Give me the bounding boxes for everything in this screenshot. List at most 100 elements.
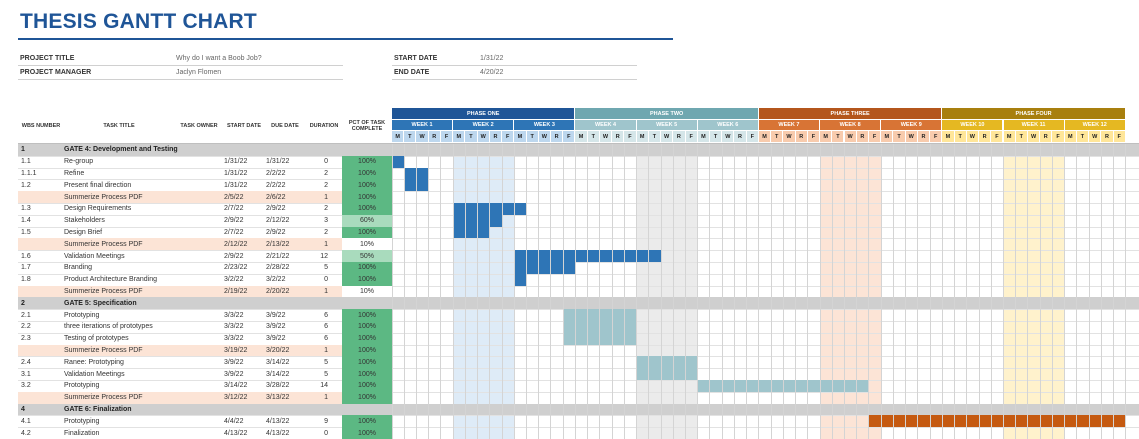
week-header[interactable]: WEEK 11 <box>1003 120 1064 130</box>
week-header[interactable]: WEEK 8 <box>820 120 881 130</box>
due-date-cell[interactable]: 2/2/22 <box>266 169 286 177</box>
due-date-cell[interactable]: 2/12/22 <box>266 217 290 225</box>
pct-complete-cell[interactable]: 100% <box>342 356 392 369</box>
phase-header[interactable]: PHASE ONE <box>392 108 575 119</box>
end-date-value[interactable]: 4/20/22 <box>480 69 504 76</box>
pct-complete-cell[interactable]: 100% <box>342 380 392 392</box>
pct-complete-cell[interactable]: 10% <box>342 238 392 251</box>
phase-header[interactable]: PHASE FOUR <box>942 108 1125 119</box>
pct-complete-cell[interactable]: 100% <box>342 273 392 286</box>
task-title-cell[interactable]: three iterations of prototypes <box>64 323 153 331</box>
start-date-cell[interactable]: 3/3/22 <box>224 323 244 331</box>
due-date-cell[interactable]: 3/20/22 <box>266 346 290 354</box>
due-date-cell[interactable]: 3/14/22 <box>266 370 290 378</box>
task-title-cell[interactable]: Prototyping <box>64 417 100 425</box>
week-header[interactable]: WEEK 12 <box>1064 120 1125 130</box>
task-title-cell[interactable]: Summerize Process PDF <box>64 346 143 354</box>
task-title-cell[interactable]: Validation Meetings <box>64 252 125 260</box>
week-header[interactable]: WEEK 3 <box>514 120 575 130</box>
task-title-cell[interactable]: Refine <box>64 169 85 177</box>
pct-complete-cell[interactable]: 100% <box>342 321 392 333</box>
due-date-cell[interactable]: 3/13/22 <box>266 394 290 402</box>
due-date-cell[interactable]: 2/9/22 <box>266 205 286 213</box>
pct-complete-cell[interactable]: 100% <box>342 203 392 215</box>
start-date-cell[interactable]: 2/5/22 <box>224 193 244 201</box>
week-header[interactable]: WEEK 9 <box>881 120 942 130</box>
due-date-cell[interactable]: 3/9/22 <box>266 311 286 319</box>
start-date-cell[interactable]: 3/2/22 <box>224 276 244 284</box>
due-date-cell[interactable]: 2/2/22 <box>266 181 286 189</box>
task-title-cell[interactable]: GATE 4: Development and Testing <box>64 146 178 154</box>
task-title-cell[interactable]: Design Brief <box>64 228 103 236</box>
task-title-cell[interactable]: Stakeholders <box>64 217 105 225</box>
pct-complete-cell[interactable]: 100% <box>342 191 392 203</box>
start-date-cell[interactable]: 3/9/22 <box>224 370 244 378</box>
start-date-cell[interactable]: 2/9/22 <box>224 252 244 260</box>
pct-complete-cell[interactable]: 10% <box>342 285 392 298</box>
pct-complete-cell[interactable]: 100% <box>342 344 392 357</box>
week-header[interactable]: WEEK 1 <box>392 120 453 130</box>
task-title-cell[interactable]: Summerize Process PDF <box>64 193 143 201</box>
project-title-value[interactable]: Why do I want a Boob Job? <box>176 55 262 62</box>
project-manager-value[interactable]: Jaclyn Flomen <box>176 69 222 76</box>
task-title-cell[interactable]: GATE 6: Finalization <box>64 405 132 413</box>
task-title-cell[interactable]: Branding <box>64 264 93 272</box>
week-header[interactable]: WEEK 10 <box>942 120 1003 130</box>
due-date-cell[interactable]: 2/28/22 <box>266 264 290 272</box>
pct-complete-cell[interactable]: 100% <box>342 368 392 380</box>
start-date-cell[interactable]: 2/7/22 <box>224 228 244 236</box>
gantt-bar[interactable] <box>514 273 527 286</box>
start-date-cell[interactable]: 3/19/22 <box>224 346 248 354</box>
task-title-cell[interactable]: Prototyping <box>64 311 100 319</box>
due-date-cell[interactable]: 2/21/22 <box>266 252 290 260</box>
task-title-cell[interactable]: Re-group <box>64 158 94 166</box>
gantt-bar[interactable] <box>636 356 698 369</box>
start-date-value[interactable]: 1/31/22 <box>480 55 504 62</box>
start-date-cell[interactable]: 1/31/22 <box>224 169 248 177</box>
pct-complete-cell[interactable]: 100% <box>342 391 392 404</box>
due-date-cell[interactable]: 2/9/22 <box>266 228 286 236</box>
task-title-cell[interactable]: Prototyping <box>64 382 100 390</box>
phase-header[interactable]: PHASE TWO <box>575 108 758 119</box>
pct-complete-cell[interactable]: 100% <box>342 309 392 321</box>
pct-complete-cell[interactable]: 100% <box>342 155 392 168</box>
start-date-cell[interactable]: 2/23/22 <box>224 264 248 272</box>
week-header[interactable]: WEEK 7 <box>758 120 820 130</box>
task-title-cell[interactable]: Summerize Process PDF <box>64 240 143 248</box>
pct-complete-cell[interactable]: 50% <box>342 250 392 262</box>
week-header[interactable]: WEEK 6 <box>697 120 758 130</box>
due-date-cell[interactable]: 3/2/22 <box>266 276 286 284</box>
gantt-bar[interactable] <box>453 226 490 239</box>
pct-complete-cell[interactable]: 100% <box>342 262 392 274</box>
task-title-cell[interactable]: Summerize Process PDF <box>64 287 143 295</box>
due-date-cell[interactable]: 2/6/22 <box>266 193 286 201</box>
pct-complete-cell[interactable]: 100% <box>342 415 392 428</box>
start-date-cell[interactable]: 4/13/22 <box>224 429 248 437</box>
gantt-bar[interactable] <box>514 262 576 274</box>
gantt-bar[interactable] <box>868 415 1126 428</box>
start-date-cell[interactable]: 3/3/22 <box>224 311 244 319</box>
start-date-cell[interactable]: 4/4/22 <box>224 417 244 425</box>
due-date-cell[interactable]: 3/9/22 <box>266 323 286 331</box>
task-title-cell[interactable]: GATE 5: Specification <box>64 299 137 307</box>
start-date-cell[interactable]: 2/19/22 <box>224 287 248 295</box>
start-date-cell[interactable]: 3/14/22 <box>224 382 248 390</box>
gantt-bar[interactable] <box>636 368 698 380</box>
pct-complete-cell[interactable]: 60% <box>342 214 392 227</box>
due-date-cell[interactable]: 2/20/22 <box>266 287 290 295</box>
week-header[interactable]: WEEK 4 <box>575 120 636 130</box>
task-title-cell[interactable]: Testing of prototypes <box>64 335 129 343</box>
start-date-cell[interactable]: 2/9/22 <box>224 217 244 225</box>
task-title-cell[interactable]: Summerize Process PDF <box>64 394 143 402</box>
due-date-cell[interactable]: 1/31/22 <box>266 158 290 166</box>
due-date-cell[interactable]: 3/9/22 <box>266 335 286 343</box>
due-date-cell[interactable]: 3/14/22 <box>266 358 290 366</box>
task-title-cell[interactable]: Validation Meetings <box>64 370 125 378</box>
task-title-cell[interactable]: Present final direction <box>64 181 132 189</box>
start-date-cell[interactable]: 3/3/22 <box>224 335 244 343</box>
pct-complete-cell[interactable]: 100% <box>342 179 392 192</box>
task-title-cell[interactable]: Finalization <box>64 429 100 437</box>
week-header[interactable]: WEEK 5 <box>636 120 697 130</box>
due-date-cell[interactable]: 3/28/22 <box>266 382 290 390</box>
start-date-cell[interactable]: 1/31/22 <box>224 158 248 166</box>
